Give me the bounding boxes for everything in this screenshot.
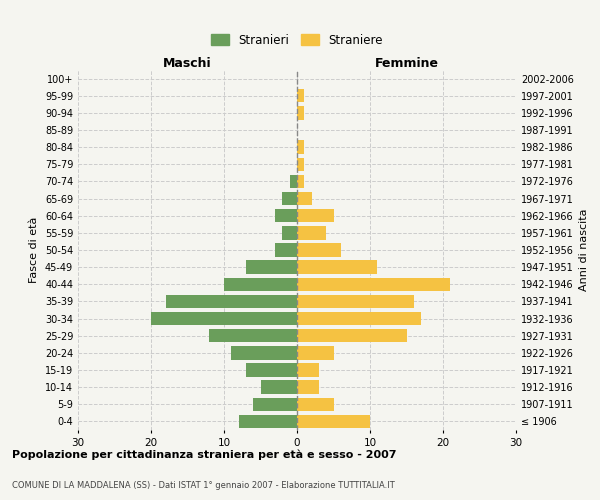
Bar (297, 226, 326, 239)
Bar (297, 346, 334, 360)
Bar (297, 89, 304, 102)
Bar (224, 278, 297, 291)
Bar (232, 346, 297, 360)
Bar (297, 278, 450, 291)
Bar (275, 209, 297, 222)
Bar (246, 364, 297, 376)
Bar (275, 244, 297, 256)
Bar (297, 312, 421, 326)
Bar (283, 226, 297, 239)
Y-axis label: Fasce di età: Fasce di età (29, 217, 39, 283)
Bar (297, 174, 304, 188)
Bar (297, 158, 304, 171)
Bar (297, 398, 334, 411)
Bar (297, 260, 377, 274)
Bar (283, 192, 297, 205)
Bar (297, 140, 304, 154)
Bar (297, 106, 304, 120)
Bar (297, 364, 319, 376)
Bar (297, 380, 319, 394)
Bar (209, 329, 297, 342)
Bar (166, 294, 297, 308)
Text: Femmine: Femmine (374, 57, 439, 70)
Legend: Stranieri, Straniere: Stranieri, Straniere (206, 29, 388, 52)
Bar (253, 398, 297, 411)
Bar (297, 192, 311, 205)
Bar (239, 414, 297, 428)
Bar (260, 380, 297, 394)
Bar (151, 312, 297, 326)
Text: COMUNE DI LA MADDALENA (SS) - Dati ISTAT 1° gennaio 2007 - Elaborazione TUTTITAL: COMUNE DI LA MADDALENA (SS) - Dati ISTAT… (12, 481, 395, 490)
Bar (297, 414, 370, 428)
Bar (297, 209, 334, 222)
Y-axis label: Anni di nascita: Anni di nascita (579, 209, 589, 291)
Bar (297, 294, 414, 308)
Text: Popolazione per cittadinanza straniera per età e sesso - 2007: Popolazione per cittadinanza straniera p… (12, 450, 397, 460)
Bar (290, 174, 297, 188)
Bar (297, 244, 341, 256)
Bar (246, 260, 297, 274)
Bar (297, 329, 407, 342)
Text: Maschi: Maschi (163, 57, 212, 70)
